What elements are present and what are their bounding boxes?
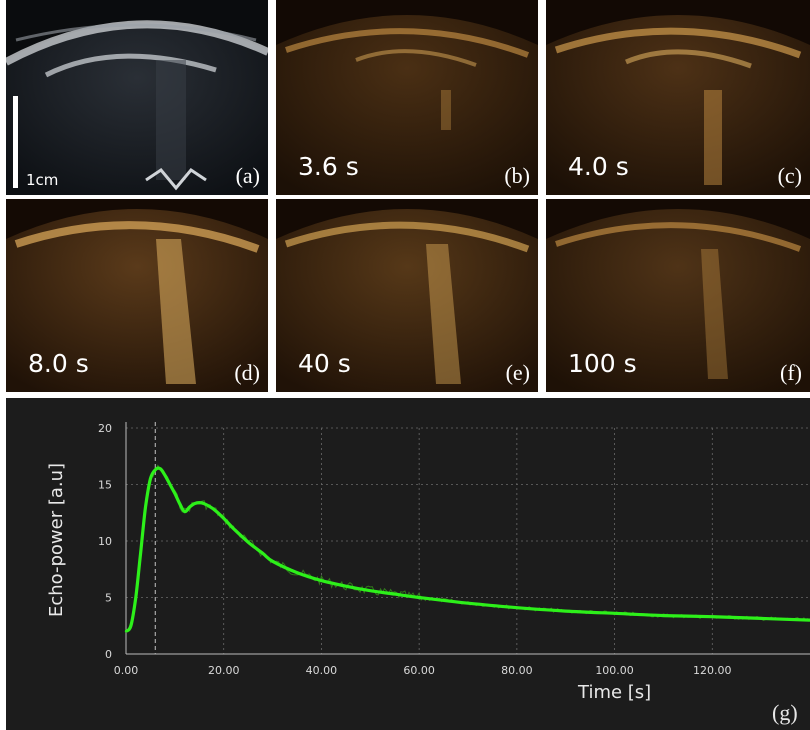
time-label-f: 100 s — [568, 349, 637, 378]
y-tick-label: 0 — [105, 648, 112, 661]
panel-f-contrast: 100 s (f) — [546, 199, 810, 392]
contrast-image — [276, 199, 538, 392]
data-point — [149, 477, 152, 481]
data-point — [320, 579, 323, 582]
data-point — [168, 483, 172, 486]
data-point — [188, 505, 191, 509]
x-tick-label: 0.00 — [114, 664, 139, 677]
grid-layer — [126, 427, 810, 654]
data-point — [129, 624, 133, 627]
time-label-d: 8.0 s — [28, 349, 89, 378]
data-point — [417, 596, 421, 599]
panel-letter-b: (b) — [504, 163, 530, 188]
time-label-b: 3.6 s — [298, 152, 359, 181]
data-point — [759, 617, 763, 620]
data-point — [515, 606, 519, 609]
bmode-image — [6, 0, 268, 195]
data-point — [613, 612, 616, 615]
data-point — [193, 502, 196, 505]
y-axis-label: Echo-power [a.u] — [46, 463, 67, 617]
data-point — [134, 596, 137, 599]
data-point — [163, 474, 167, 477]
x-tick-label: 60.00 — [403, 664, 435, 677]
panel-b-contrast: 3.6 s (b) — [276, 0, 538, 195]
contrast-image — [546, 199, 810, 392]
series-layer — [124, 464, 810, 633]
x-tick-label: 120.00 — [693, 664, 732, 677]
chart-svg: 0.00 20.00 40.00 60.00 80.00 100.00 120.00 0 5 10… — [46, 422, 810, 725]
y-tick-label: 5 — [105, 592, 112, 605]
data-point — [232, 527, 235, 530]
y-tick-label: 15 — [98, 479, 112, 492]
contrast-image — [6, 199, 268, 392]
data-point — [183, 510, 186, 513]
data-point — [344, 585, 348, 588]
x-axis-label: Time [s] — [577, 682, 651, 703]
panel-letter-c: (c) — [777, 163, 802, 188]
data-point — [369, 589, 372, 592]
axis-layer: 0.00 20.00 40.00 60.00 80.00 100.00 120.00 0 5 10… — [98, 422, 810, 677]
panel-letter-g: (g) — [772, 700, 798, 725]
data-point — [198, 501, 201, 504]
panel-d-contrast: 8.0 s (d) — [6, 199, 268, 392]
raw-trace — [125, 464, 809, 632]
contrast-image — [276, 0, 538, 195]
time-label-c: 4.0 s — [568, 152, 629, 181]
data-point — [711, 615, 714, 618]
y-tick-label: 10 — [98, 535, 112, 548]
panel-a-bmode: 1cm (a) — [6, 0, 268, 195]
data-point — [466, 601, 470, 605]
data-point — [202, 502, 206, 505]
data-point — [212, 508, 216, 511]
panel-e-contrast: 40 s (e) — [276, 199, 538, 392]
x-tick-label: 40.00 — [306, 664, 338, 677]
data-point — [139, 551, 142, 554]
y-tick-label: 20 — [98, 422, 112, 435]
data-point — [154, 468, 157, 472]
panel-letter-a: (a) — [235, 163, 260, 188]
panel-letter-f: (f) — [780, 360, 802, 385]
data-point — [124, 630, 128, 633]
data-point — [295, 571, 299, 574]
scale-label: 1cm — [26, 171, 59, 189]
data-point — [178, 502, 181, 505]
x-tick-label: 20.00 — [208, 664, 240, 677]
data-point — [261, 552, 264, 555]
data-point — [246, 540, 250, 544]
data-point — [222, 517, 225, 520]
panel-c-contrast: 4.0 s (c) — [546, 0, 810, 195]
panel-letter-d: (d) — [234, 360, 260, 385]
data-point — [393, 592, 396, 596]
data-point — [564, 609, 567, 613]
time-intensity-chart: 0.00 20.00 40.00 60.00 80.00 100.00 120.00 0 5 10… — [6, 398, 810, 730]
x-tick-label: 80.00 — [501, 664, 533, 677]
contrast-image — [546, 0, 810, 195]
data-point — [144, 505, 147, 509]
panel-letter-e: (e) — [505, 360, 530, 385]
data-point — [159, 467, 162, 470]
data-point — [173, 492, 177, 495]
fitted-curve — [124, 466, 810, 633]
scale-bar — [13, 96, 18, 188]
data-point — [271, 560, 274, 563]
x-tick-label: 100.00 — [595, 664, 634, 677]
time-label-e: 40 s — [298, 349, 351, 378]
data-point — [662, 614, 665, 617]
